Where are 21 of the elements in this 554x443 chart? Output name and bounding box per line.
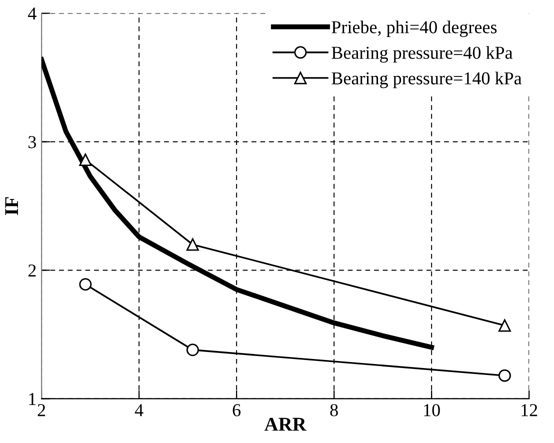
legend-label: Bearing pressure=140 kPa	[332, 72, 522, 88]
legend-label: Bearing pressure=40 kPa	[332, 46, 513, 63]
x-tick-label: 8	[330, 404, 338, 416]
point	[498, 319, 511, 332]
x-tick-label: 2	[38, 404, 46, 416]
x-tick-label: 6	[232, 404, 241, 416]
x-tick-label: 10	[424, 404, 440, 416]
point	[498, 369, 511, 382]
y-tick-label: 1	[29, 393, 36, 405]
legend-label: Priebe, phi=40 degrees	[332, 20, 497, 38]
point	[186, 238, 199, 251]
y-axis-title: IF	[5, 197, 18, 216]
y-tick-label: 3	[28, 136, 36, 148]
x-tick-label: 12	[522, 404, 538, 416]
y-tick-label: 2	[28, 264, 36, 276]
y-tick-label: 4	[28, 8, 36, 20]
point	[186, 344, 199, 356]
x-axis-title: ARR	[264, 418, 307, 431]
point	[79, 153, 92, 166]
point	[79, 278, 92, 291]
x-tick-label: 4	[134, 404, 144, 416]
